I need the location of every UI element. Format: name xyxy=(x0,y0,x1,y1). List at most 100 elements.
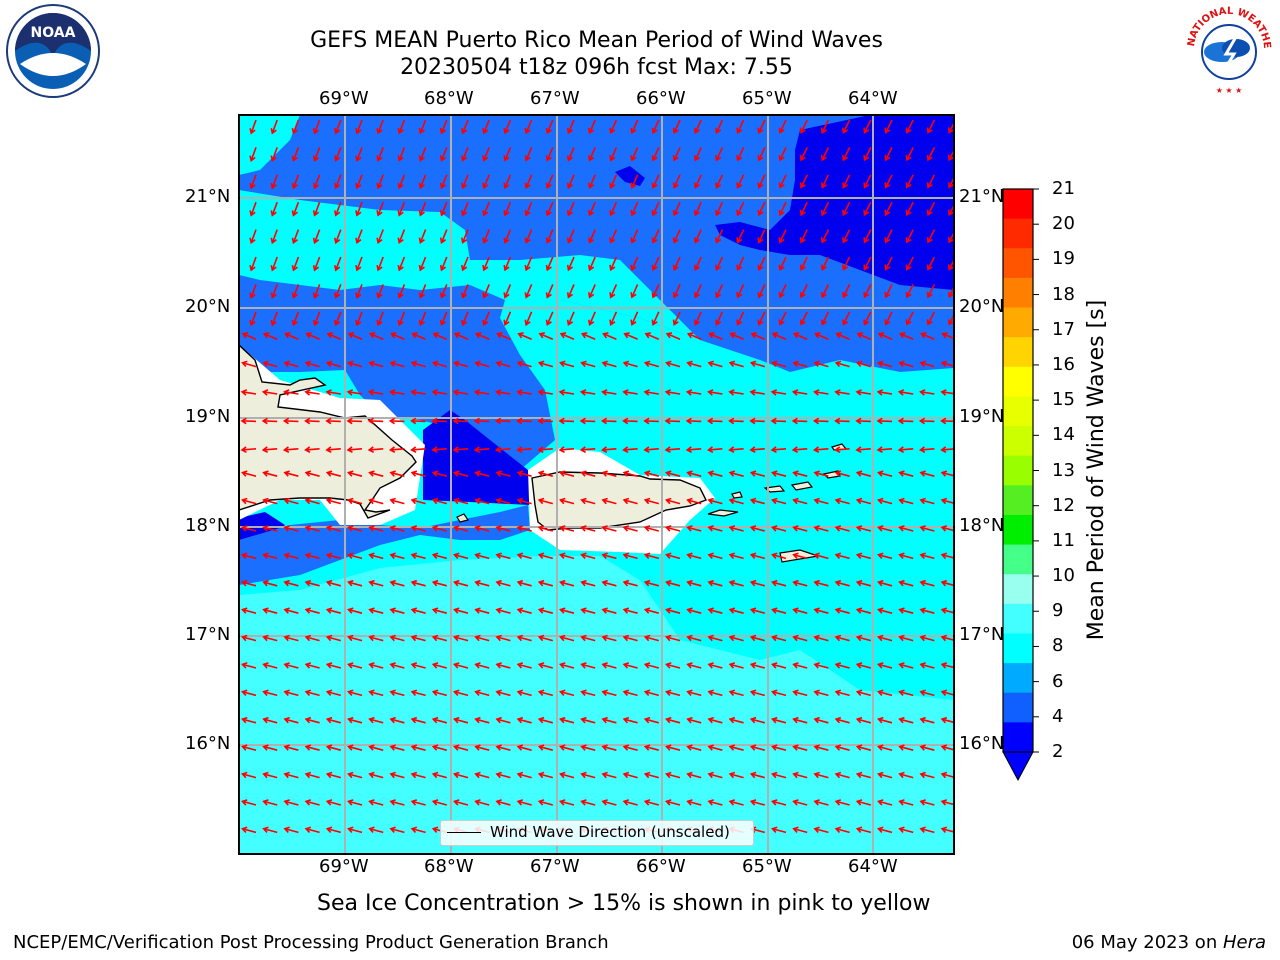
direction-arrow xyxy=(546,201,554,216)
direction-arrow xyxy=(602,526,617,532)
direction-arrowhead xyxy=(728,389,735,396)
direction-arrow xyxy=(610,174,618,188)
direction-arrow xyxy=(284,420,299,423)
direction-arrowhead xyxy=(453,332,461,339)
direction-arrowhead xyxy=(947,182,954,189)
direction-arrow xyxy=(687,526,702,532)
direction-arrow xyxy=(390,636,405,642)
direction-arrowhead xyxy=(884,154,891,162)
legend-line-swatch xyxy=(447,832,481,833)
direction-arrow xyxy=(581,448,596,451)
direction-arrowhead xyxy=(919,689,926,696)
direction-arrow xyxy=(483,311,490,326)
direction-arrowhead xyxy=(693,155,700,162)
direction-arrow xyxy=(906,174,914,188)
direction-arrow xyxy=(263,333,278,340)
direction-arrowhead xyxy=(736,209,743,217)
direction-arrow xyxy=(419,229,427,243)
direction-arrowhead xyxy=(855,579,863,587)
lon-label-bottom: 65°W xyxy=(742,856,792,877)
direction-arrow xyxy=(948,203,954,216)
direction-arrowhead xyxy=(771,552,778,559)
direction-arrow xyxy=(899,828,914,834)
direction-arrow xyxy=(602,718,617,724)
direction-arrow xyxy=(411,499,426,505)
direction-arrowhead xyxy=(389,826,396,833)
direction-arrow xyxy=(411,526,426,532)
direction-arrowhead xyxy=(643,497,651,505)
direction-arrow xyxy=(284,362,299,368)
direction-arrow xyxy=(496,691,511,697)
direction-arrow xyxy=(631,119,639,134)
direction-arrowhead xyxy=(686,332,694,339)
direction-arrowhead xyxy=(262,552,269,559)
direction-arrowhead xyxy=(707,525,714,532)
direction-arrowhead xyxy=(367,389,375,396)
direction-arrowhead xyxy=(432,332,439,339)
direction-arrow xyxy=(857,773,872,779)
direction-arrowhead xyxy=(749,525,757,532)
direction-arrowhead xyxy=(686,662,693,669)
direction-arrow xyxy=(348,608,363,614)
direction-arrow xyxy=(588,119,596,134)
direction-arrowhead xyxy=(940,446,947,453)
direction-arrowhead xyxy=(834,446,841,453)
direction-arrowhead xyxy=(397,210,404,217)
direction-arrowhead xyxy=(347,607,354,614)
direction-arrow xyxy=(525,311,533,326)
direction-arrow xyxy=(377,311,384,326)
direction-arrow xyxy=(687,608,702,614)
direction-arrowhead xyxy=(241,470,248,477)
direction-arrow xyxy=(821,119,830,133)
direction-arrowhead xyxy=(566,209,574,217)
colorbar-label: Mean Period of Wind Waves [s] xyxy=(1084,299,1109,641)
direction-arrowhead xyxy=(905,209,912,217)
colorbar-tick-label: 10 xyxy=(1052,565,1075,587)
direction-arrow xyxy=(327,828,342,834)
direction-arrowhead xyxy=(346,417,353,425)
direction-arrow xyxy=(899,718,914,724)
direction-arrow xyxy=(793,499,808,505)
direction-arrowhead xyxy=(630,264,637,272)
direction-arrow xyxy=(687,663,702,669)
direction-arrow xyxy=(835,499,850,505)
direction-arrow xyxy=(835,471,850,477)
direction-arrow xyxy=(857,333,872,340)
direction-arrowhead xyxy=(792,799,799,806)
direction-arrowhead xyxy=(905,182,912,189)
direction-arrowhead xyxy=(368,360,375,368)
colorbar-cell xyxy=(1003,663,1033,694)
direction-arrowhead xyxy=(672,155,679,162)
direction-arrow xyxy=(412,333,426,340)
direction-arrow xyxy=(517,362,532,368)
direction-arrow xyxy=(305,718,320,724)
direction-arrowhead xyxy=(537,417,544,425)
direction-arrow xyxy=(687,362,702,368)
direction-arrowhead xyxy=(431,744,439,751)
direction-arrowhead xyxy=(664,389,672,396)
direction-arrow xyxy=(694,256,702,271)
direction-arrow xyxy=(920,745,935,751)
direction-arrow xyxy=(751,718,766,724)
direction-arrow xyxy=(390,391,405,395)
direction-arrowhead xyxy=(495,389,502,396)
direction-arrowhead xyxy=(461,182,468,190)
direction-arrowhead xyxy=(559,470,566,477)
direction-arrowhead xyxy=(545,182,552,190)
direction-arrowhead xyxy=(770,389,778,396)
direction-arrowhead xyxy=(877,689,884,696)
direction-arrowhead xyxy=(503,210,510,217)
direction-arrow xyxy=(539,362,554,368)
direction-arrowhead xyxy=(643,389,650,396)
direction-arrowhead xyxy=(453,607,460,614)
direction-arrowhead xyxy=(736,127,743,135)
direction-arrow xyxy=(517,636,532,642)
direction-arrowhead xyxy=(262,470,269,477)
direction-arrowhead xyxy=(672,319,679,326)
direction-arrowhead xyxy=(749,634,757,642)
direction-arrow xyxy=(454,581,469,587)
direction-arrow xyxy=(708,391,723,395)
direction-arrow xyxy=(772,471,787,477)
direction-arrowhead xyxy=(919,607,926,614)
colorbar-cell xyxy=(1003,692,1033,723)
